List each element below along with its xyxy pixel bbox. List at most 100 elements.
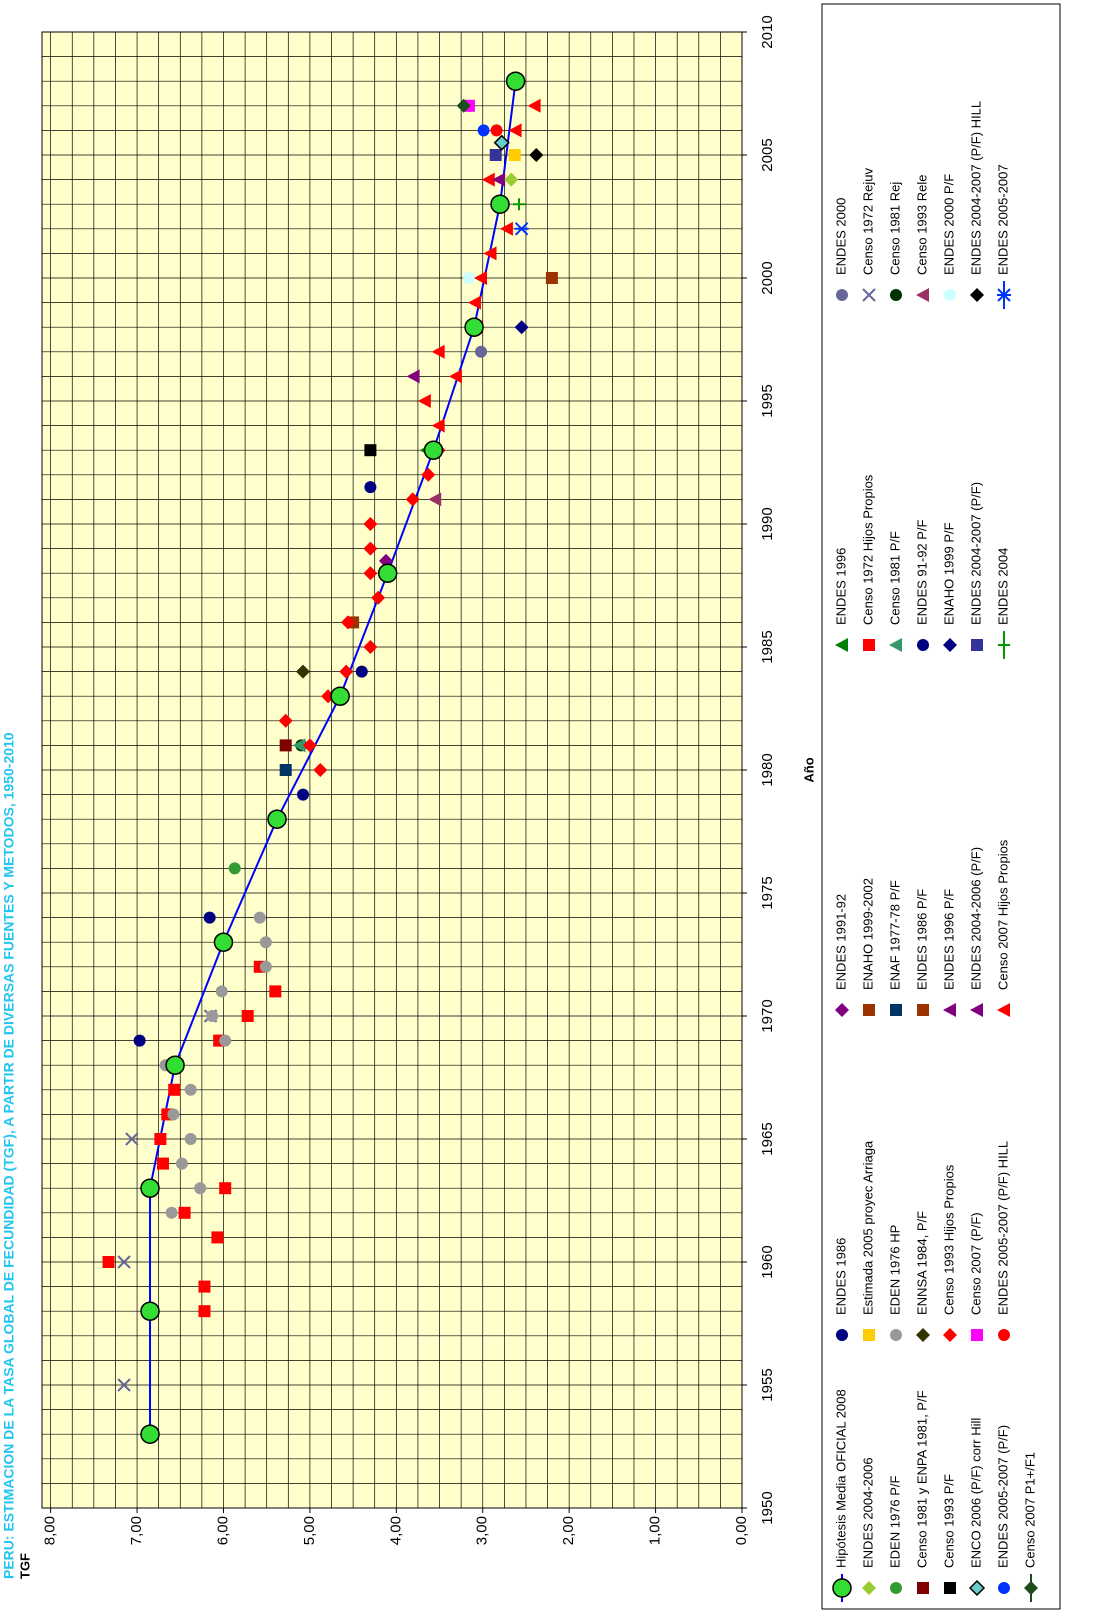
y-tick-label: 0,00 — [733, 1516, 750, 1545]
marker — [363, 640, 378, 654]
marker — [462, 272, 475, 284]
marker — [493, 134, 510, 151]
x-tick-label: 1980 — [759, 753, 776, 786]
legend-item: Censo 1981 P/F — [887, 531, 902, 652]
marker — [889, 638, 902, 652]
legend-item: ENDES 2000 — [833, 198, 848, 301]
legend-item: ENDES 1996 P/F — [941, 889, 956, 1017]
x-tick-label: 2005 — [759, 138, 776, 171]
legend-label: ENDES 1986 — [833, 1238, 848, 1315]
marker — [968, 1579, 986, 1597]
legend-item: Censo 1993 Hijos Propios — [941, 1164, 957, 1342]
marker — [529, 148, 544, 162]
legend-item: ENAF 1977-78 P/F — [887, 880, 902, 1016]
marker — [176, 1157, 188, 1170]
legend-label: ENDES 1986 P/F — [914, 889, 929, 990]
marker — [213, 932, 234, 952]
marker — [464, 317, 484, 337]
marker — [253, 911, 266, 924]
marker — [943, 1328, 957, 1342]
legend-label: ENDES 1996 — [833, 548, 848, 625]
y-tick-label: 5,00 — [301, 1516, 318, 1545]
marker — [863, 639, 875, 651]
marker — [545, 272, 558, 284]
marker — [456, 98, 471, 113]
marker — [259, 936, 272, 949]
x-tick-label: 1950 — [759, 1491, 776, 1524]
marker — [140, 1424, 160, 1444]
legend-item: Censo 1972 Rejuv — [860, 168, 876, 302]
legend-label: Censo 2007 P1+/F1 — [1022, 1452, 1037, 1568]
marker — [513, 198, 526, 211]
y-tick-label: 1,00 — [647, 1516, 664, 1545]
legend-label: EDEN 1976 HP — [887, 1225, 902, 1315]
legend-item: ENDES 1991-92 — [833, 894, 849, 1017]
marker — [228, 862, 241, 875]
marker — [527, 98, 541, 113]
legend-item: Censo 2007 Hijos Propios — [995, 839, 1010, 1017]
marker — [203, 911, 216, 924]
legend-label: ENDES 2004-2007 (P/F) HILL — [968, 101, 983, 275]
legend-label: Censo 2007 (P/F) — [968, 1212, 983, 1315]
legend-item: ENDES 1996 — [833, 548, 848, 652]
marker — [405, 492, 420, 507]
marker — [504, 172, 519, 187]
marker — [970, 1003, 983, 1017]
marker — [489, 149, 502, 161]
marker — [184, 1133, 197, 1145]
y-tick-label: 4,00 — [387, 1516, 404, 1545]
marker — [269, 985, 282, 998]
legend-label: ENDES 2000 P/F — [941, 174, 956, 275]
legend-label: ENNSA 1984, P/F — [914, 1211, 929, 1315]
legend-label: ENDES 2005-2007 — [995, 164, 1010, 275]
marker — [514, 320, 529, 335]
legend-label: ENDES 2004-2007 (P/F) — [968, 482, 983, 625]
marker — [490, 124, 503, 137]
marker — [241, 1010, 254, 1022]
marker — [998, 1582, 1010, 1594]
y-tick-label: 8,00 — [42, 1516, 59, 1545]
rotated-chart: PERU: ESTIMACION DE LA TASA GLOBAL DE FE… — [1, 3, 1061, 1610]
marker — [198, 1280, 211, 1293]
marker — [355, 665, 368, 678]
y-tick-label: 2,00 — [560, 1516, 577, 1545]
legend-item: ENDES 2005-2007 (P/F) HILL — [995, 1141, 1010, 1341]
y-tick-label: 3,00 — [474, 1516, 491, 1545]
marker — [421, 467, 436, 482]
x-tick-label: 1985 — [759, 630, 776, 663]
x-tick-label: 1955 — [759, 1368, 776, 1401]
marker — [890, 1329, 902, 1341]
legend-item: ENDES 2000 P/F — [941, 174, 956, 301]
marker — [156, 1157, 169, 1170]
legend-box — [821, 3, 1061, 1610]
marker — [211, 1231, 224, 1244]
marker — [339, 664, 354, 679]
marker — [475, 345, 488, 358]
marker — [998, 1329, 1010, 1341]
legend-label: ENAHO 1999 P/F — [941, 522, 956, 625]
legend-label: Censo 2007 Hijos Propios — [995, 839, 1010, 990]
legend-item: Estimada 2005 proyec Arriaga — [860, 1140, 875, 1341]
legend-label: ENDES 2005-2007 (P/F) — [995, 1425, 1010, 1568]
legend-label: ENDES 1991-92 — [833, 894, 848, 990]
marker — [508, 123, 522, 138]
marker — [916, 288, 929, 302]
marker — [916, 1328, 930, 1342]
legend-item: EDEN 1976 HP — [887, 1225, 902, 1341]
legend-label: Censo 1993 Rele — [914, 175, 929, 275]
marker — [943, 1003, 956, 1017]
x-tick-label: 1965 — [759, 1122, 776, 1155]
x-tick-label: 2010 — [759, 15, 776, 48]
marker — [279, 739, 292, 752]
marker — [168, 1083, 181, 1096]
legend-label: ENDES 2004 — [995, 548, 1010, 625]
x-tick-label: 1990 — [759, 507, 776, 540]
marker — [178, 1206, 191, 1219]
legend-label: ENDES 91-92 P/F — [914, 519, 929, 625]
legend-item: ENDES 2004-2006 (P/F) — [968, 847, 983, 1017]
y-axis-title: TGF — [17, 1553, 32, 1579]
legend-item: ENAHO 1999-2002 — [860, 878, 875, 1016]
x-axis-title: Año — [801, 757, 816, 782]
chart-title: PERU: ESTIMACION DE LA TASA GLOBAL DE FE… — [1, 732, 17, 1579]
legend-label: Hipótesis Media OFICIAL 2008 — [833, 1389, 848, 1568]
